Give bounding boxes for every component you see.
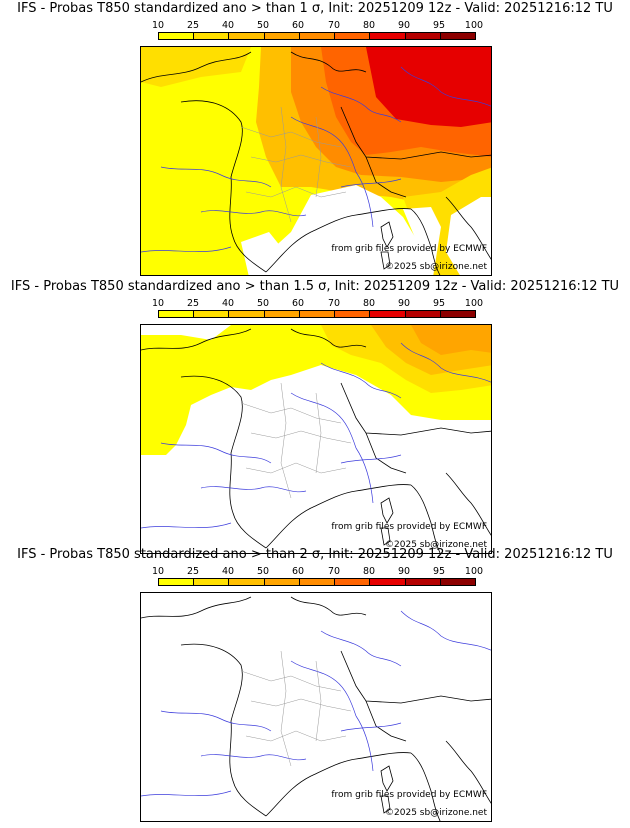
panel-title: IFS - Probas T850 standardized ano > tha… <box>10 279 620 294</box>
colorbar-swatch <box>159 311 195 317</box>
colorbar-tick: 70 <box>327 298 341 309</box>
colorbar-tick: 60 <box>291 20 305 31</box>
colorbar-swatch <box>405 579 441 585</box>
rivers <box>141 342 491 529</box>
colorbar-swatch <box>264 579 300 585</box>
map-area: from grib files provided by ECMWF ©2025 … <box>140 324 492 554</box>
admin-borders <box>240 106 352 223</box>
colorbar-tick: 70 <box>327 566 341 577</box>
colorbar-tick: 80 <box>362 20 376 31</box>
copyright-credit: ©2025 sb@irizone.net <box>385 540 487 550</box>
probability-fill <box>141 47 491 275</box>
colorbar <box>158 310 476 318</box>
copyright-credit: ©2025 sb@irizone.net <box>385 808 487 818</box>
colorbar-tick: 95 <box>432 298 446 309</box>
colorbar-swatch <box>299 579 336 585</box>
colorbar-swatch <box>229 33 265 39</box>
admin-borders <box>240 650 352 767</box>
colorbar-swatch <box>370 311 406 317</box>
colorbar-ticks: 10 25 40 50 60 70 80 90 95 100 <box>152 298 483 309</box>
colorbar-swatch <box>299 311 336 317</box>
colorbar-tick: 90 <box>397 566 411 577</box>
colorbar-swatch <box>229 579 265 585</box>
colorbar-swatch <box>370 33 406 39</box>
panel-title: IFS - Probas T850 standardized ano > tha… <box>17 547 613 562</box>
colorbar-tick: 50 <box>256 298 270 309</box>
map-area: from grib files provided by ECMWF ©2025 … <box>140 592 492 822</box>
colorbar-tick: 100 <box>464 566 484 577</box>
copyright-credit: ©2025 sb@irizone.net <box>385 262 487 272</box>
colorbar-swatch <box>194 579 230 585</box>
colorbar-tick: 40 <box>221 566 235 577</box>
colorbar-swatch <box>405 33 441 39</box>
colorbar-swatch <box>440 311 475 317</box>
data-source-credit: from grib files provided by ECMWF <box>331 790 487 800</box>
probability-fill <box>141 325 491 455</box>
colorbar-tick: 80 <box>362 566 376 577</box>
colorbar-swatch <box>440 33 475 39</box>
colorbar-ticks: 10 25 40 50 60 70 80 90 95 100 <box>152 20 483 31</box>
probability-map <box>141 325 491 553</box>
colorbar-swatch <box>370 579 406 585</box>
panel-1: IFS - Probas T850 standardized ano > tha… <box>0 0 630 276</box>
colorbar-tick: 90 <box>397 20 411 31</box>
colorbar-swatch <box>264 33 300 39</box>
colorbar-swatch <box>299 33 336 39</box>
admin-borders <box>240 382 352 499</box>
colorbar-swatch <box>264 311 300 317</box>
colorbar-tick: 60 <box>291 566 305 577</box>
colorbar-swatch <box>335 311 371 317</box>
colorbar-tick: 10 <box>151 298 165 309</box>
colorbar-tick: 100 <box>464 298 484 309</box>
colorbar-tick: 50 <box>256 566 270 577</box>
probability-map <box>141 47 491 275</box>
colorbar-tick: 25 <box>186 566 200 577</box>
colorbar-tick: 90 <box>397 298 411 309</box>
colorbar-tick: 60 <box>291 298 305 309</box>
panel-title: IFS - Probas T850 standardized ano > tha… <box>17 1 613 16</box>
colorbar-tick: 40 <box>221 298 235 309</box>
colorbar-swatch <box>159 33 195 39</box>
panel-3: IFS - Probas T850 standardized ano > tha… <box>0 546 630 822</box>
coastlines <box>141 51 491 275</box>
panel-2: IFS - Probas T850 standardized ano > tha… <box>0 278 630 554</box>
colorbar-swatch <box>335 33 371 39</box>
colorbar-swatch <box>194 311 230 317</box>
rivers <box>141 66 491 253</box>
data-source-credit: from grib files provided by ECMWF <box>331 522 487 532</box>
colorbar-swatch <box>159 579 195 585</box>
colorbar-swatch <box>229 311 265 317</box>
colorbar-swatch <box>335 579 371 585</box>
colorbar-tick: 80 <box>362 298 376 309</box>
colorbar-swatch <box>440 579 475 585</box>
map-area: from grib files provided by ECMWF ©2025 … <box>140 46 492 276</box>
data-source-credit: from grib files provided by ECMWF <box>331 244 487 254</box>
colorbar-tick: 70 <box>327 20 341 31</box>
colorbar-tick: 10 <box>151 566 165 577</box>
colorbar-tick: 100 <box>464 20 484 31</box>
coastlines <box>141 596 491 821</box>
colorbar <box>158 578 476 586</box>
colorbar-tick: 95 <box>432 566 446 577</box>
colorbar-legend: 10 25 40 50 60 70 80 90 95 100 <box>152 20 483 40</box>
colorbar-swatch <box>194 33 230 39</box>
colorbar-tick: 25 <box>186 20 200 31</box>
colorbar-tick: 40 <box>221 20 235 31</box>
colorbar <box>158 32 476 40</box>
colorbar-legend: 10 25 40 50 60 70 80 90 95 100 <box>152 566 483 586</box>
colorbar-legend: 10 25 40 50 60 70 80 90 95 100 <box>152 298 483 318</box>
rivers <box>141 610 491 797</box>
colorbar-ticks: 10 25 40 50 60 70 80 90 95 100 <box>152 566 483 577</box>
probability-map <box>141 596 491 821</box>
colorbar-tick: 50 <box>256 20 270 31</box>
colorbar-tick: 25 <box>186 298 200 309</box>
colorbar-swatch <box>405 311 441 317</box>
colorbar-tick: 10 <box>151 20 165 31</box>
coastlines <box>141 328 491 553</box>
colorbar-tick: 95 <box>432 20 446 31</box>
